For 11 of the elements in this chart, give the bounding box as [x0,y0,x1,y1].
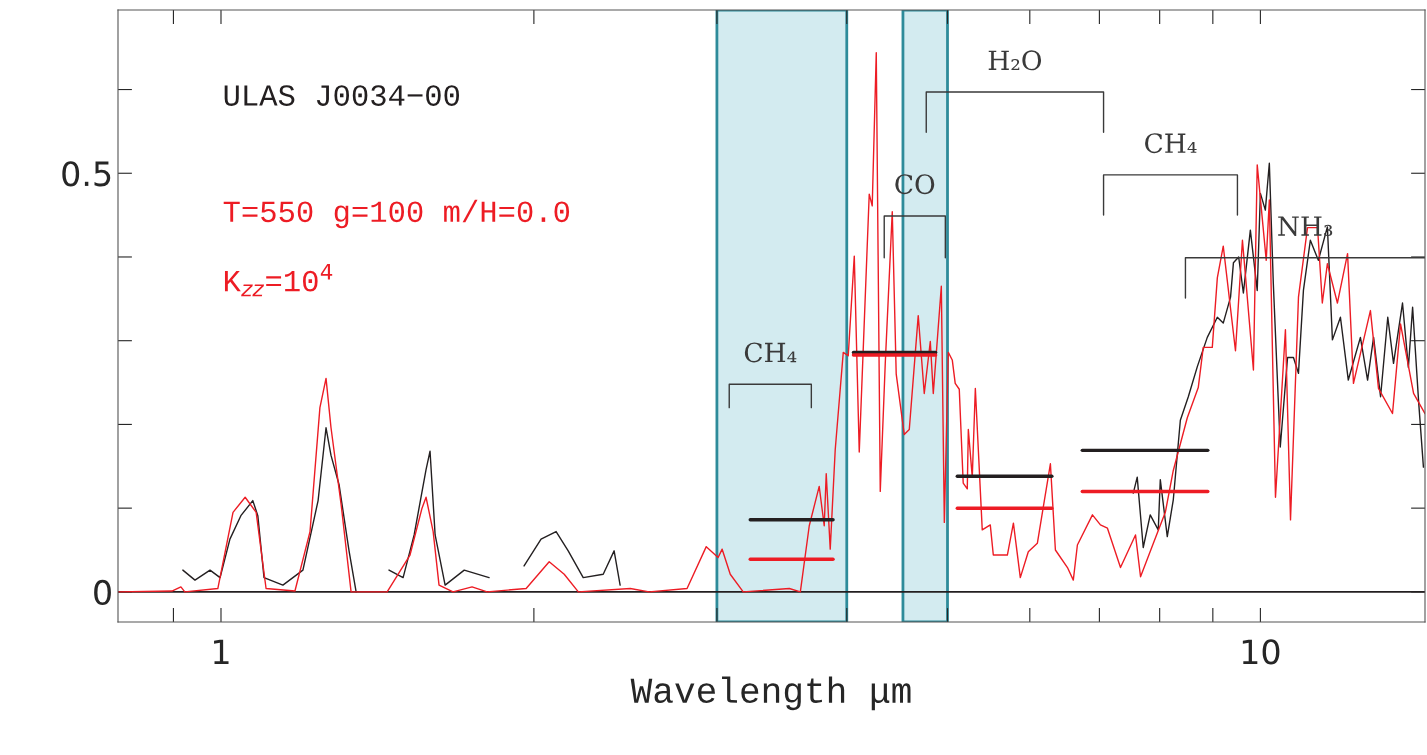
x-tick-label: 1 [214,639,229,664]
y-tick-label: 0 [94,579,111,605]
annotation: CH₄ [744,342,797,363]
x-axis-title: Wavelength μm [630,676,911,711]
y-tick-label: 0.5 [62,161,111,187]
annotation: H₂O [988,50,1042,71]
text: T=550 g=100 m/H=0.0 K$_{zz}$=10$^{4}$ [223,199,570,297]
annotation: NH₃ [1278,216,1333,237]
text: ULAS J0034−00 [224,85,460,106]
x-tick-label: 10 [1242,639,1280,665]
annotation: CH₄ [1145,133,1197,154]
